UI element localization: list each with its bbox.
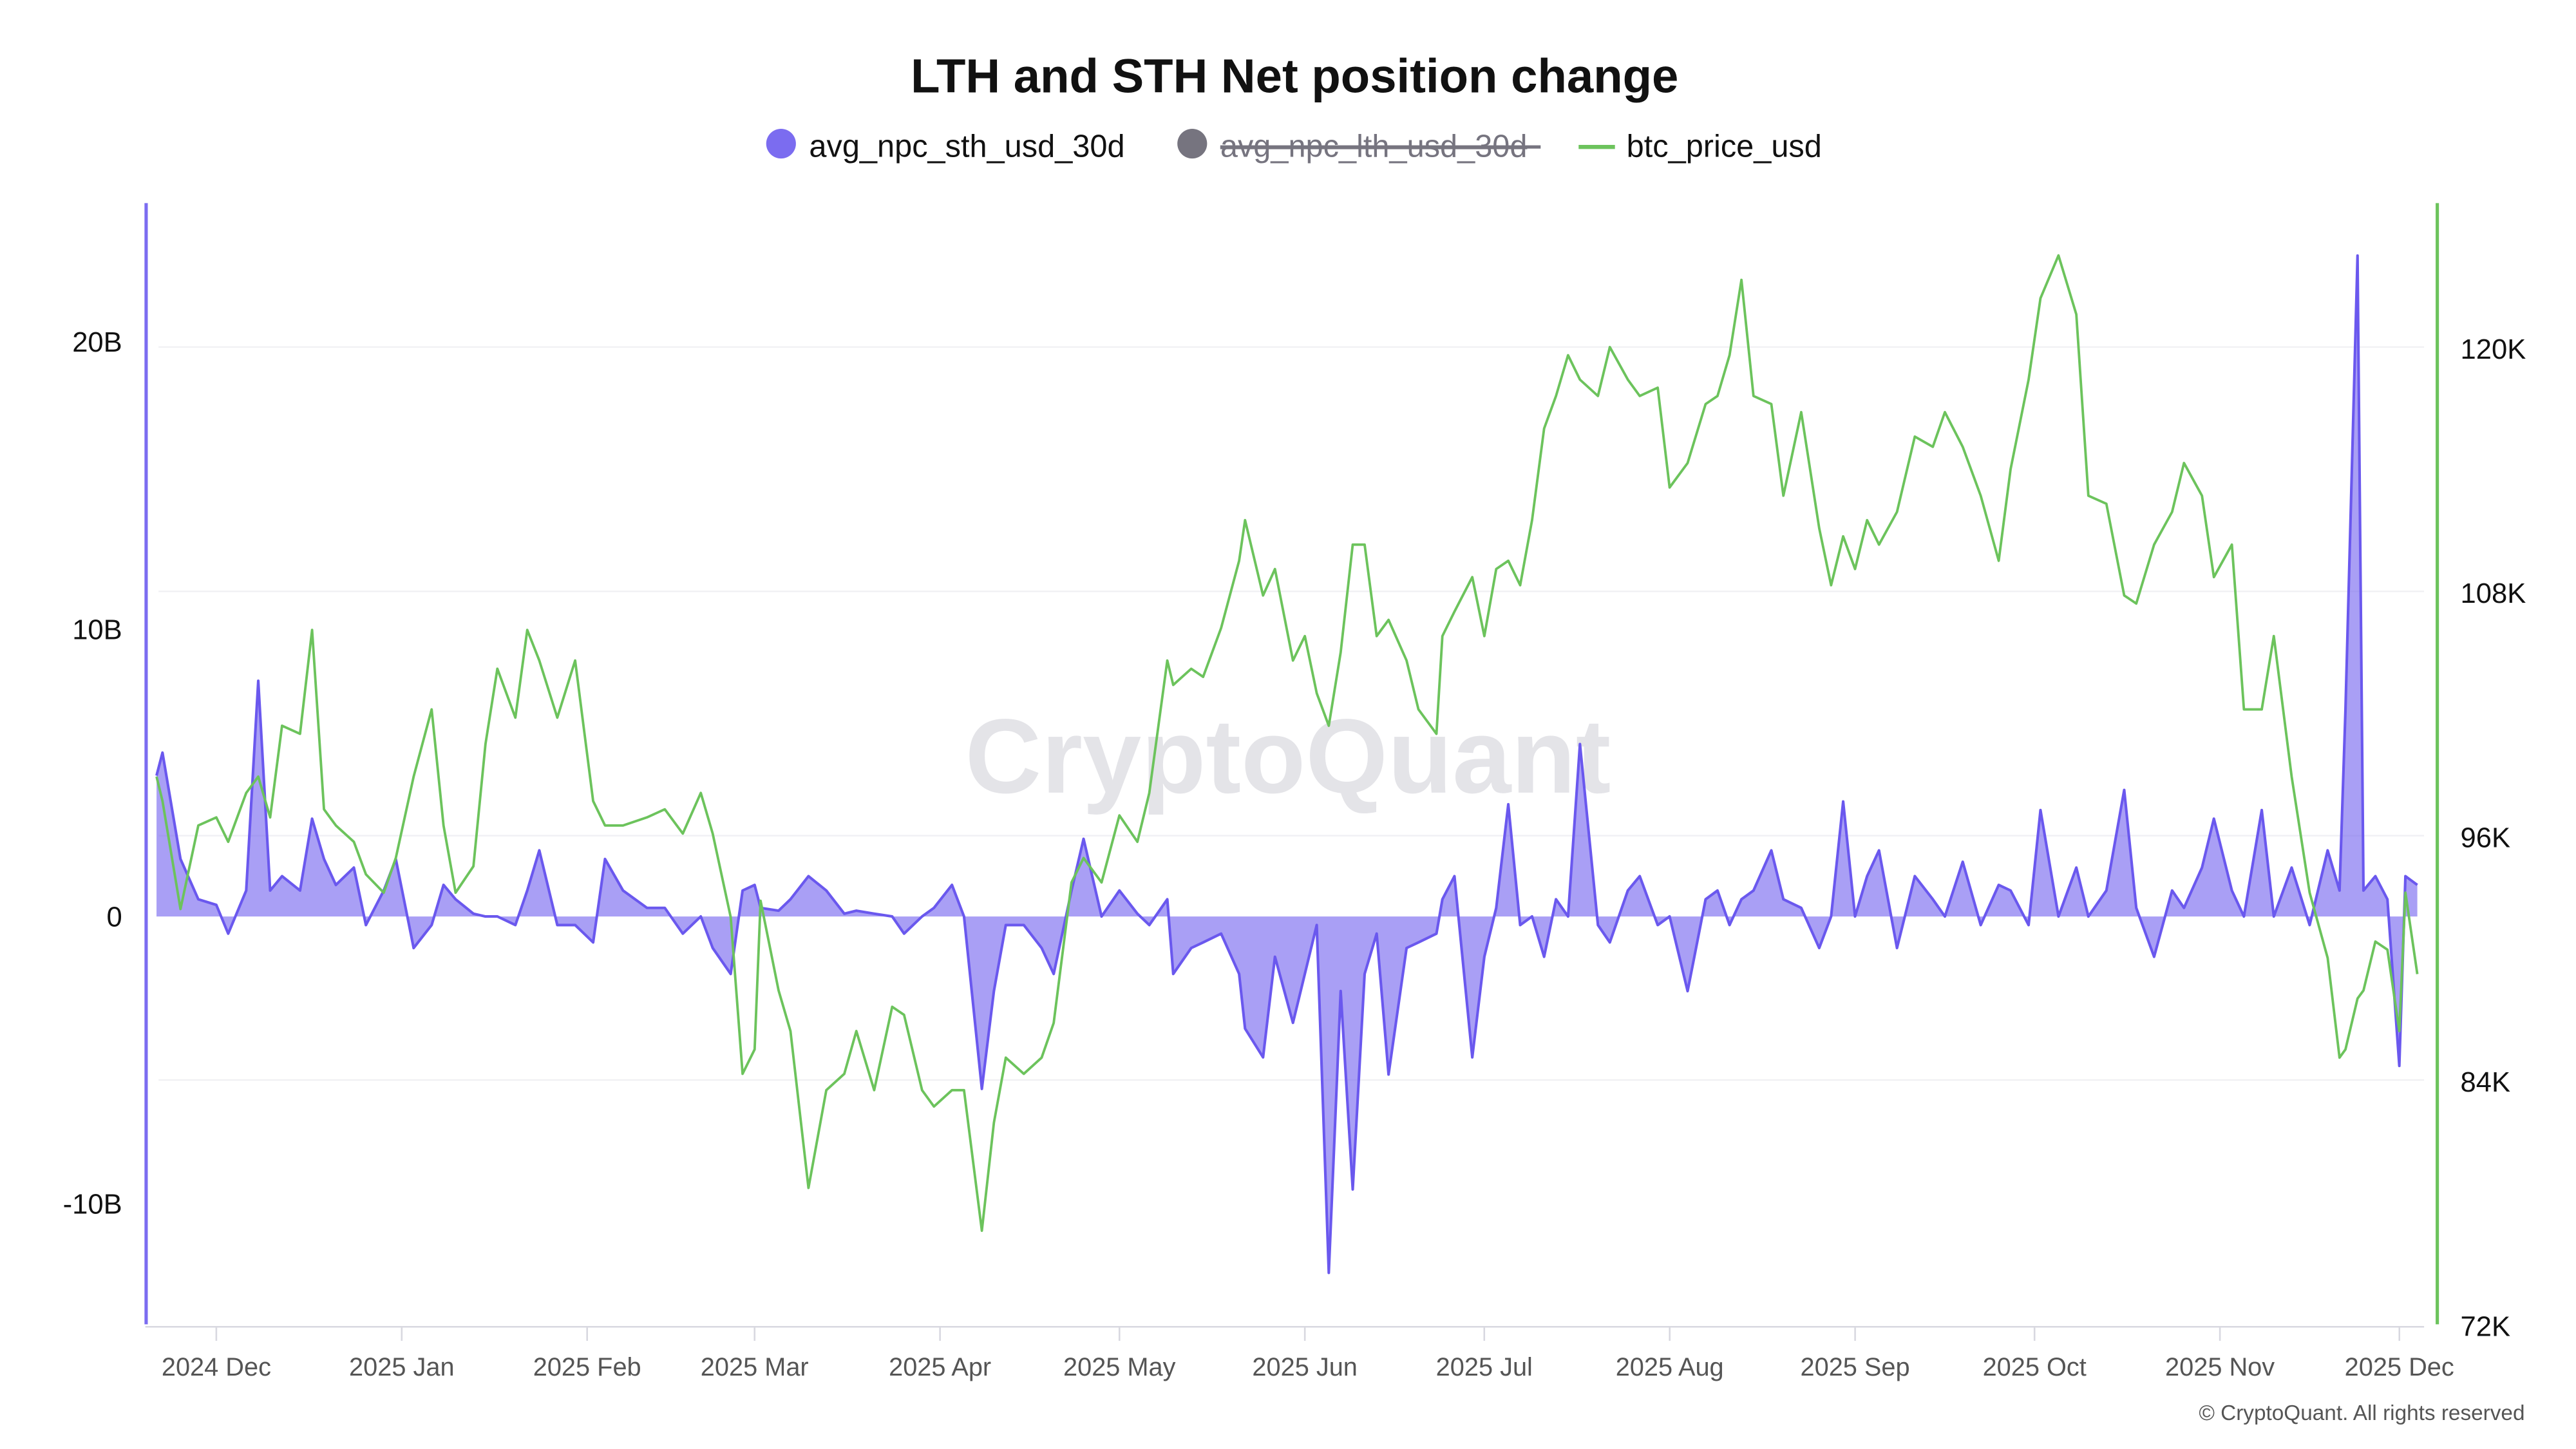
x-tick-label: 2025 Jun [1252, 1353, 1358, 1381]
chart-title: LTH and STH Net position change [911, 50, 1678, 103]
x-tick-label: 2025 May [1063, 1353, 1176, 1381]
x-tick-label: 2025 Mar [701, 1353, 809, 1381]
x-tick-label: 2025 Jan [349, 1353, 455, 1381]
legend-label-btc: btc_price_usd [1627, 129, 1822, 164]
x-tick-label: 2025 Apr [889, 1353, 991, 1381]
left-axis-ticks: 20B 10B 0 -10B [63, 327, 122, 1220]
left-tick-label: 10B [72, 614, 122, 645]
legend-item-btc[interactable]: btc_price_usd [1578, 129, 1822, 164]
legend-item-lth[interactable]: avg_npc_lth_usd_30d [1177, 129, 1541, 164]
legend-marker-sth [766, 129, 796, 159]
right-tick-label: 72K [2461, 1311, 2511, 1342]
x-tick-label: 2025 Sep [1801, 1353, 1910, 1381]
left-tick-label: 20B [72, 327, 122, 358]
plot-area [155, 254, 2419, 1274]
right-tick-label: 84K [2461, 1067, 2511, 1098]
x-tick-label: 2025 Oct [1983, 1353, 2087, 1381]
copyright-footer: © CryptoQuant. All rights reserved [2199, 1401, 2524, 1425]
right-tick-label: 108K [2461, 578, 2526, 609]
right-tick-label: 96K [2461, 823, 2511, 854]
legend-item-sth[interactable]: avg_npc_sth_usd_30d [766, 129, 1125, 164]
right-axis-ticks: 120K 108K 96K 84K 72K [2461, 334, 2526, 1343]
left-tick-label: 0 [106, 902, 122, 933]
right-tick-label: 120K [2461, 334, 2526, 365]
x-tick-label: 2025 Jul [1436, 1353, 1533, 1381]
watermark: CryptoQuant [965, 697, 1611, 815]
x-tick-label: 2024 Dec [162, 1353, 271, 1381]
legend-label-sth: avg_npc_sth_usd_30d [809, 129, 1124, 164]
legend: avg_npc_sth_usd_30d avg_npc_lth_usd_30d … [766, 129, 1822, 164]
btc-price-line [155, 254, 2419, 1232]
gridlines [158, 346, 2425, 1081]
left-tick-label: -10B [63, 1189, 122, 1220]
x-axis-ticks: 2024 Dec 2025 Jan 2025 Feb 2025 Mar 2025 Apr… [162, 1327, 2454, 1381]
x-tick-label: 2025 Feb [533, 1353, 641, 1381]
sth-line [155, 254, 2418, 1274]
x-tick-label: 2025 Nov [2165, 1353, 2275, 1381]
legend-marker-lth [1177, 129, 1208, 159]
x-tick-label: 2025 Dec [2345, 1353, 2454, 1381]
x-tick-label: 2025 Aug [1616, 1353, 1724, 1381]
